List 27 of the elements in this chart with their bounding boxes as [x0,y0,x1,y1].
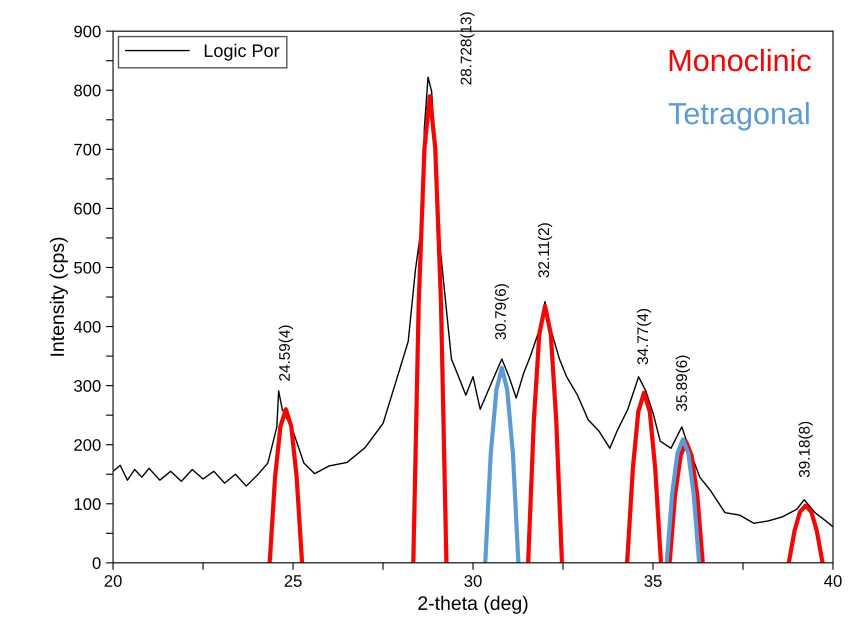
x-axis-title: 2-theta (deg) [418,596,528,614]
x-tick-label: 30 [464,575,482,587]
annotation: 35.89(6) [676,356,690,412]
x-tick-label: 25 [284,575,302,587]
y-tick-label: 500 [74,262,101,274]
y-tick-label: 800 [74,84,101,96]
x-tick-label: 35 [644,575,662,587]
annotation: 32.11(2) [538,223,552,278]
y-tick-label: 400 [74,320,101,333]
y-tick-label: 0 [92,557,101,570]
legend-label: Logic Por [204,44,280,61]
y-tick-label: 100 [74,498,101,510]
text: Tetragonal [668,102,809,130]
y-tick-label: 600 [74,202,101,215]
x-tick-label: 20 [104,575,122,587]
text: Monoclinic [670,48,811,72]
annotation: 39.18(8) [798,422,813,478]
annotation: 24.59(4) [278,326,293,381]
annotation: 28.728(13) [460,12,474,85]
y-tick-label: 200 [74,439,101,451]
annotation: 30.79(6) [494,284,509,340]
y-axis-title: Intensity (cps) [50,238,68,356]
annotation: 34.77(4) [636,308,652,364]
y-tick-label: 900 [74,26,101,38]
x-tick-label: 40 [824,575,842,587]
y-tick-label: 700 [74,144,101,156]
y-tick-label: 300 [74,380,101,392]
